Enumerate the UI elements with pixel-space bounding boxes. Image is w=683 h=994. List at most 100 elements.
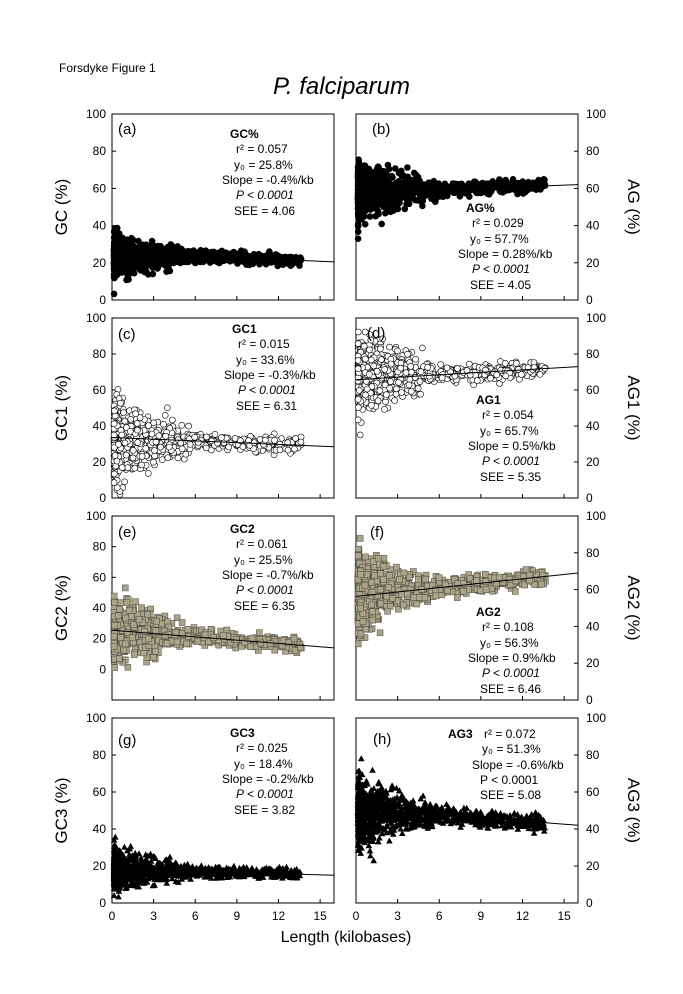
data-point — [185, 248, 192, 256]
data-point — [129, 634, 136, 641]
data-point — [124, 464, 132, 472]
data-point — [148, 256, 155, 263]
y-tick-label: 20 — [93, 455, 107, 469]
y-tick-label: 80 — [93, 540, 107, 554]
data-point — [290, 635, 298, 642]
data-point — [354, 404, 362, 411]
data-point — [127, 427, 134, 435]
data-point — [355, 217, 363, 224]
data-point — [137, 266, 145, 274]
stat-p: P < 0.0001 — [236, 188, 294, 202]
data-point — [194, 256, 201, 263]
data-point — [291, 445, 298, 453]
y-tick-label: 40 — [93, 419, 107, 433]
data-point — [164, 618, 171, 625]
data-point — [380, 167, 387, 175]
y-tick-label: 0 — [99, 491, 106, 505]
data-point — [178, 445, 186, 453]
data-point — [407, 362, 415, 370]
data-point — [131, 651, 138, 658]
data-point — [140, 649, 147, 657]
data-point — [370, 170, 378, 178]
data-point — [118, 431, 126, 439]
data-point — [116, 606, 123, 613]
data-point — [387, 360, 395, 368]
data-point — [355, 209, 363, 216]
data-point — [413, 197, 421, 204]
data-point — [400, 179, 408, 186]
data-point — [354, 222, 362, 230]
data-point — [113, 224, 121, 232]
data-point — [129, 454, 137, 462]
stat-p: P < 0.0001 — [238, 383, 296, 397]
data-point — [117, 599, 125, 606]
data-point — [110, 290, 118, 298]
data-point — [493, 371, 501, 379]
data-point — [360, 342, 368, 350]
y-tick-label: 40 — [586, 619, 600, 633]
data-point — [271, 436, 278, 444]
data-point — [139, 245, 146, 252]
data-point — [398, 172, 406, 180]
data-point — [361, 355, 369, 363]
data-point — [376, 345, 384, 353]
data-point — [390, 201, 398, 209]
data-point — [214, 439, 221, 447]
panel-label: (d) — [367, 325, 385, 342]
data-point — [394, 347, 401, 355]
data-point — [381, 366, 389, 373]
data-point — [161, 411, 169, 419]
data-point — [377, 356, 385, 363]
data-point — [296, 262, 303, 270]
y-tick-label: 20 — [586, 656, 600, 670]
data-point — [419, 344, 426, 352]
scatter-points — [110, 224, 305, 298]
data-point — [195, 249, 203, 256]
data-point — [125, 607, 133, 614]
data-point — [166, 443, 173, 451]
data-point — [111, 622, 118, 629]
y-tick-label: 0 — [586, 491, 593, 505]
data-point — [111, 599, 118, 606]
data-point — [384, 161, 392, 169]
y-tick-label: 20 — [586, 455, 600, 469]
data-point — [125, 248, 132, 255]
data-point — [122, 614, 130, 622]
stat-r2: r² = 0.061 — [236, 537, 288, 551]
data-point — [138, 461, 145, 469]
data-point — [121, 478, 128, 486]
stat-slope: Slope = -0.3%/kb — [224, 368, 316, 382]
data-point — [362, 391, 369, 399]
data-point — [129, 255, 136, 263]
stat-slope: Slope = 0.28%/kb — [458, 247, 553, 261]
stat-y0: y₀ = 33.6% — [236, 353, 295, 367]
data-point — [372, 212, 379, 220]
data-point — [145, 422, 152, 429]
data-point — [145, 470, 152, 477]
data-point — [354, 235, 362, 242]
y-tick-label: 60 — [93, 383, 107, 397]
y-tick-label: 20 — [93, 632, 107, 646]
data-point — [264, 252, 272, 260]
data-point — [365, 370, 373, 378]
data-point — [203, 433, 210, 441]
data-point — [110, 420, 118, 428]
data-point — [359, 171, 367, 178]
data-point — [131, 464, 139, 472]
data-point — [534, 180, 542, 187]
data-point — [144, 611, 151, 618]
data-point — [373, 367, 381, 375]
y-tick-label: 0 — [586, 693, 593, 707]
data-point — [382, 189, 390, 196]
data-point — [386, 384, 394, 392]
data-point — [241, 638, 249, 646]
data-point — [173, 638, 181, 646]
data-point — [120, 409, 127, 416]
data-point — [183, 640, 190, 648]
data-point — [145, 635, 152, 643]
data-point — [247, 643, 254, 651]
stat-name: AG1 — [476, 393, 501, 407]
data-point — [121, 584, 129, 592]
data-point — [111, 470, 118, 478]
